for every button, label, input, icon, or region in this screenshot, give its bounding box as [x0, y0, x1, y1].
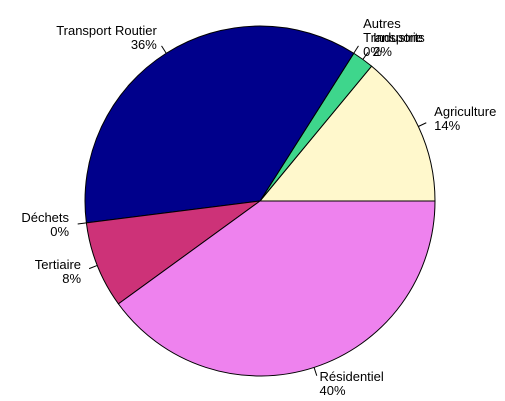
- label-tick: [353, 45, 359, 54]
- label-tick: [362, 52, 369, 60]
- slice-name: Agriculture: [434, 104, 497, 120]
- slice-label: Agriculture 14%: [434, 105, 496, 133]
- slice-percent: 0%: [363, 44, 382, 60]
- slice-name: Industrie: [373, 30, 424, 46]
- slice-label: Transport Routier 36%: [56, 24, 157, 52]
- slice-name: Transport Routier: [56, 23, 157, 39]
- label-tick: [313, 367, 318, 376]
- slice-label: Résidentiel 40%: [319, 370, 383, 398]
- slice-percent: 14%: [434, 118, 461, 134]
- slice-percent: 2%: [373, 44, 392, 60]
- label-tick: [88, 264, 98, 270]
- slice-name: Tertiaire: [34, 256, 82, 272]
- slice-label: Industrie 2%: [373, 31, 423, 59]
- slice-percent: 36%: [130, 37, 157, 53]
- label-tick: [161, 45, 167, 54]
- slice-name: Déchets: [21, 210, 70, 226]
- label-tick: [77, 222, 87, 225]
- slice-name: Résidentiel: [319, 369, 384, 385]
- slice-percent: 0%: [50, 224, 70, 240]
- label-tick: [418, 122, 427, 127]
- slice-label: Autres Transports 0%: [363, 17, 425, 59]
- pie-slice: [258, 65, 436, 202]
- slice-label: Déchets 0%: [21, 211, 69, 239]
- pie-slice: [117, 200, 436, 377]
- slice-percent: 8%: [62, 270, 82, 286]
- slice-label: Tertiaire 8%: [34, 256, 82, 286]
- slice-percent: 40%: [319, 383, 346, 399]
- slice-name: Autres Transports: [363, 16, 425, 46]
